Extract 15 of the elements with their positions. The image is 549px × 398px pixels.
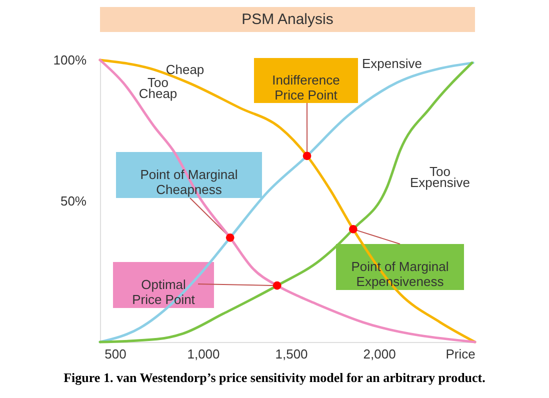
x-tick-label: 2,000 xyxy=(363,346,396,362)
annotation: Indifference Price Point xyxy=(272,72,340,102)
series-label: Too Cheap xyxy=(138,75,178,101)
x-tick-label: 1,000 xyxy=(187,346,220,362)
annotation: Optimal Price Point xyxy=(132,277,196,307)
y-tick-label: 50% xyxy=(60,194,87,208)
x-axis-title: Price xyxy=(446,346,476,362)
chart-title: PSM Analysis xyxy=(100,7,475,32)
series-label: Expensive xyxy=(362,56,422,71)
series-label: Too Expensive xyxy=(410,164,470,190)
series-label: Cheap xyxy=(166,62,204,77)
caption: Figure 1. van Westendorp’s price sensitivity model for an arbitrary product. xyxy=(62,370,486,386)
x-tick-label: 500 xyxy=(104,346,126,362)
y-tick-label: 100% xyxy=(53,52,87,68)
x-tick-label: 1,500 xyxy=(275,346,308,362)
